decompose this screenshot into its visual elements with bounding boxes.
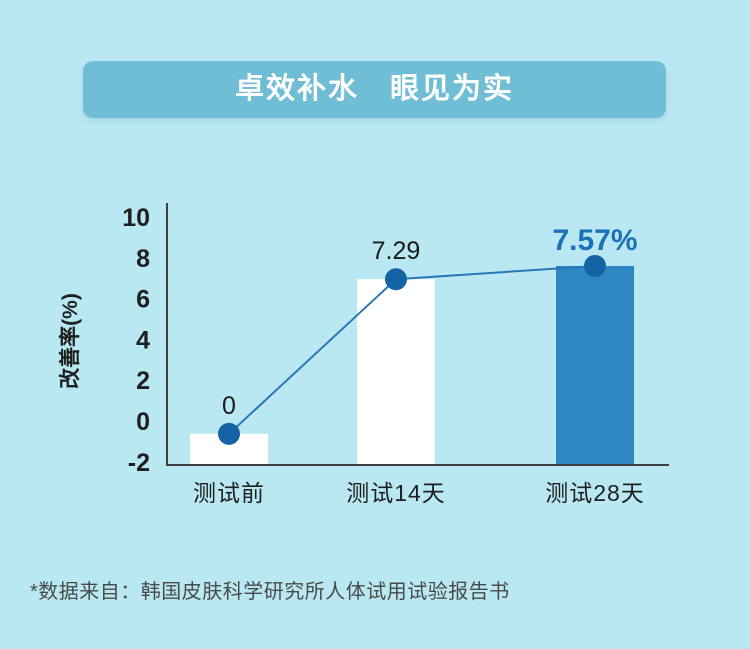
y-axis-title: 改善率(%) — [58, 293, 82, 389]
y-tick-label-1: 8 — [136, 245, 150, 273]
data-source-footnote: *数据来自：韩国皮肤科学研究所人体试用试验报告书 — [30, 581, 510, 603]
bar-1 — [357, 279, 435, 464]
y-tick-label-6: -2 — [128, 449, 150, 477]
value-label-0: 0 — [222, 392, 236, 420]
x-category-label-1: 测试14天 — [346, 480, 446, 506]
bar-2 — [556, 265, 634, 464]
title-banner: 卓效补水 眼见为实 — [83, 61, 666, 118]
x-category-label-2: 测试28天 — [545, 480, 645, 506]
y-tick-label-4: 2 — [136, 367, 150, 395]
y-tick-label-0: 10 — [122, 204, 150, 232]
value-label-1: 7.29 — [372, 237, 421, 265]
y-tick-label-3: 4 — [136, 326, 150, 354]
y-tick-label-5: 0 — [136, 408, 150, 436]
data-point-dot-0 — [218, 422, 240, 445]
x-category-label-0: 测试前 — [193, 480, 265, 506]
value-label-2: 7.57% — [552, 224, 637, 257]
y-tick-label-2: 6 — [136, 286, 150, 314]
data-point-dot-2 — [584, 254, 606, 277]
data-point-dot-1 — [385, 268, 407, 291]
page-title: 卓效补水 眼见为实 — [234, 73, 514, 105]
